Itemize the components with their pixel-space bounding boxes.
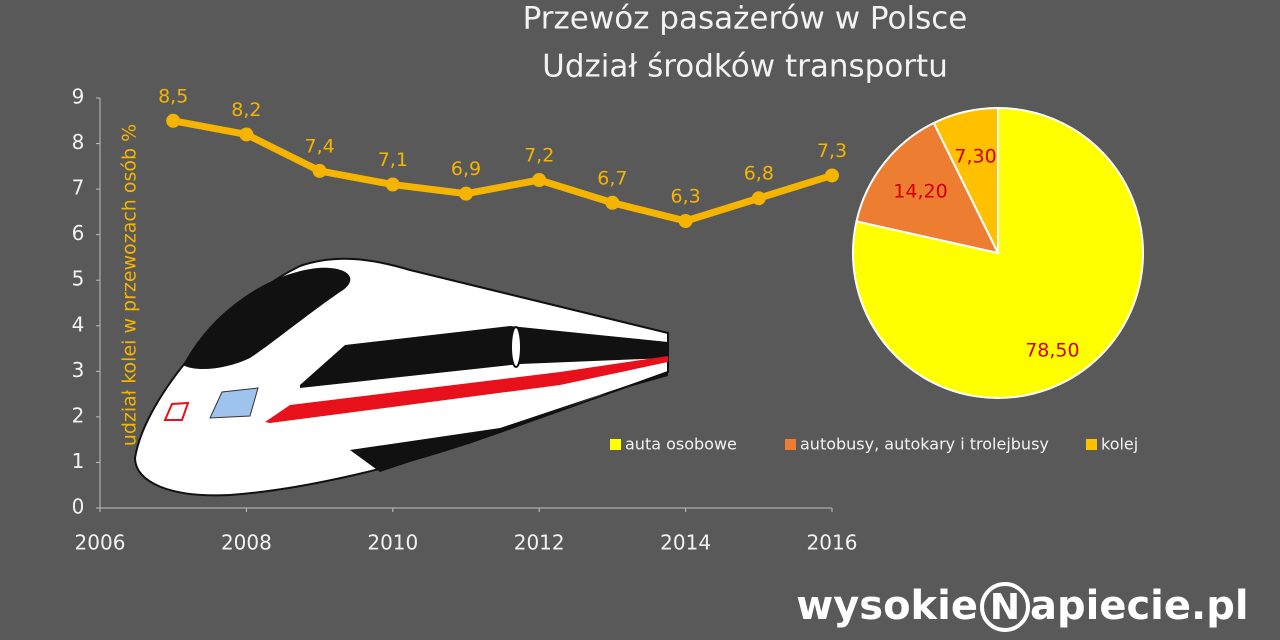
data-label: 6,9 bbox=[451, 158, 481, 180]
x-tick-label: 2016 bbox=[807, 531, 858, 555]
point bbox=[605, 195, 620, 210]
y-tick-label: 1 bbox=[72, 449, 85, 473]
point bbox=[166, 113, 181, 128]
legend-label: auta osobowe bbox=[625, 435, 737, 454]
x-tick-label: 2014 bbox=[660, 531, 711, 555]
data-label: 6,3 bbox=[670, 186, 700, 208]
watermark-mark: N bbox=[990, 587, 1020, 628]
data-label: 8,2 bbox=[231, 99, 261, 121]
watermark-circle bbox=[980, 582, 1030, 632]
data-label: 7,3 bbox=[817, 140, 847, 162]
point bbox=[532, 173, 547, 187]
slice-label: 14,20 bbox=[893, 181, 947, 203]
slice-label: 7,30 bbox=[954, 145, 996, 167]
chart-subtitle: Udział środków transportu bbox=[542, 49, 948, 85]
y-tick-label: 4 bbox=[72, 312, 85, 336]
data-label: 6,8 bbox=[744, 163, 774, 185]
legend-label: kolej bbox=[1101, 435, 1138, 454]
data-label: 7,4 bbox=[304, 135, 334, 157]
point bbox=[312, 163, 327, 178]
y-tick-label: 7 bbox=[72, 176, 85, 200]
chart-title: Przewóz pasażerów w Polsce bbox=[523, 1, 968, 37]
x-tick-label: 2006 bbox=[75, 531, 126, 555]
pie-slice bbox=[855, 121, 1000, 255]
legend-swatch bbox=[610, 439, 621, 450]
legend-swatch bbox=[785, 439, 796, 450]
point bbox=[678, 214, 693, 228]
point bbox=[825, 168, 839, 183]
y-tick-label: 6 bbox=[72, 221, 85, 245]
pie-slice bbox=[932, 106, 999, 254]
y-tick-label: 2 bbox=[72, 403, 85, 427]
x-tick-label: 2008 bbox=[221, 531, 272, 555]
y-tick-label: 3 bbox=[72, 358, 85, 382]
data-label: 6,7 bbox=[597, 167, 627, 189]
legend-label: autobusy, autokary i trolejbusy bbox=[800, 435, 1049, 454]
y-tick-label: 5 bbox=[72, 267, 85, 291]
y-tick-label: 9 bbox=[72, 85, 85, 109]
legend-swatch bbox=[1086, 439, 1097, 450]
train-illustration bbox=[133, 257, 669, 497]
data-label: 8,5 bbox=[158, 85, 188, 107]
y-axis-label: udział kolei w przewozach osób % bbox=[119, 124, 141, 446]
point bbox=[751, 191, 766, 206]
watermark-left: wysokie bbox=[796, 583, 978, 629]
y-tick-label: 8 bbox=[72, 130, 85, 154]
watermark-right: apiecie.pl bbox=[1030, 583, 1249, 629]
x-tick-label: 2010 bbox=[367, 531, 418, 555]
point bbox=[239, 127, 254, 142]
x-tick-label: 2012 bbox=[514, 531, 565, 555]
watermark: wysokie N apiecie.pl bbox=[796, 582, 1249, 632]
slice-label: 78,50 bbox=[1025, 339, 1079, 361]
y-tick-label: 0 bbox=[72, 495, 85, 519]
point bbox=[385, 177, 400, 192]
data-label: 7,2 bbox=[524, 145, 554, 167]
point bbox=[459, 186, 473, 201]
data-label: 7,1 bbox=[378, 149, 408, 171]
line bbox=[172, 117, 834, 225]
